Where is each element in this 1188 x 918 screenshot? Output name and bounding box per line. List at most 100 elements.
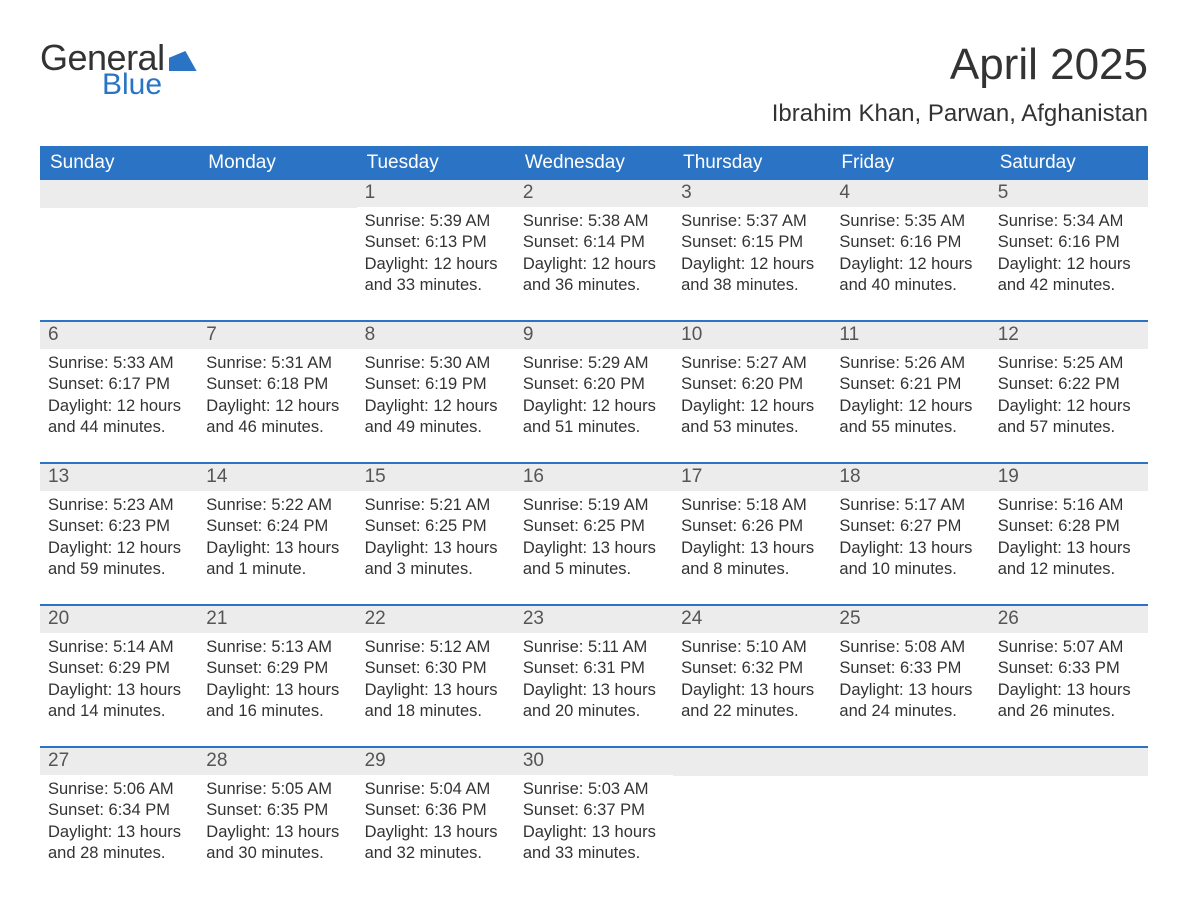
sunrise-value: 5:29 AM xyxy=(588,354,649,372)
day-number: 30 xyxy=(515,748,673,775)
daylight-line: Daylight: 12 hours and 53 minutes. xyxy=(681,396,823,439)
day-cell: 13Sunrise: 5:23 AMSunset: 6:23 PMDayligh… xyxy=(40,464,198,584)
sunset-value: 6:20 PM xyxy=(583,375,644,393)
day-number: 21 xyxy=(198,606,356,633)
sunrise-label: Sunrise: xyxy=(681,354,746,372)
daylight-label: Daylight: xyxy=(365,681,434,699)
sunset-value: 6:34 PM xyxy=(109,801,170,819)
sunset-value: 6:36 PM xyxy=(425,801,486,819)
sunrise-line: Sunrise: 5:22 AM xyxy=(206,495,348,516)
sunset-line: Sunset: 6:27 PM xyxy=(839,516,981,537)
daylight-label: Daylight: xyxy=(365,823,434,841)
sunset-line: Sunset: 6:18 PM xyxy=(206,374,348,395)
sunset-label: Sunset: xyxy=(998,375,1059,393)
sunset-label: Sunset: xyxy=(523,233,584,251)
daylight-label: Daylight: xyxy=(206,397,275,415)
day-body: Sunrise: 5:38 AMSunset: 6:14 PMDaylight:… xyxy=(515,207,673,297)
day-cell: 28Sunrise: 5:05 AMSunset: 6:35 PMDayligh… xyxy=(198,748,356,868)
sunrise-value: 5:04 AM xyxy=(430,780,491,798)
sunset-value: 6:37 PM xyxy=(583,801,644,819)
sunrise-line: Sunrise: 5:34 AM xyxy=(998,211,1140,232)
sunset-value: 6:17 PM xyxy=(109,375,170,393)
sunset-value: 6:28 PM xyxy=(1058,517,1119,535)
sunrise-line: Sunrise: 5:07 AM xyxy=(998,637,1140,658)
sunrise-label: Sunrise: xyxy=(839,354,904,372)
daylight-line: Daylight: 13 hours and 18 minutes. xyxy=(365,680,507,723)
sunrise-line: Sunrise: 5:19 AM xyxy=(523,495,665,516)
sunset-line: Sunset: 6:28 PM xyxy=(998,516,1140,537)
dow-wednesday: Wednesday xyxy=(515,146,673,180)
logo-word-blue: Blue xyxy=(102,70,165,100)
day-cell xyxy=(831,748,989,868)
sunrise-line: Sunrise: 5:26 AM xyxy=(839,353,981,374)
daylight-line: Daylight: 12 hours and 55 minutes. xyxy=(839,396,981,439)
day-number: 10 xyxy=(673,322,831,349)
day-number: 8 xyxy=(357,322,515,349)
sunset-label: Sunset: xyxy=(365,375,426,393)
sunrise-line: Sunrise: 5:08 AM xyxy=(839,637,981,658)
sunset-label: Sunset: xyxy=(839,233,900,251)
day-body: Sunrise: 5:12 AMSunset: 6:30 PMDaylight:… xyxy=(357,633,515,723)
day-cell: 16Sunrise: 5:19 AMSunset: 6:25 PMDayligh… xyxy=(515,464,673,584)
sunset-line: Sunset: 6:26 PM xyxy=(681,516,823,537)
day-body: Sunrise: 5:19 AMSunset: 6:25 PMDaylight:… xyxy=(515,491,673,581)
sunset-value: 6:33 PM xyxy=(900,659,961,677)
daylight-line: Daylight: 12 hours and 57 minutes. xyxy=(998,396,1140,439)
day-body: Sunrise: 5:16 AMSunset: 6:28 PMDaylight:… xyxy=(990,491,1148,581)
daylight-line: Daylight: 13 hours and 12 minutes. xyxy=(998,538,1140,581)
sunset-label: Sunset: xyxy=(48,517,109,535)
day-cell xyxy=(40,180,198,300)
sunrise-value: 5:11 AM xyxy=(588,638,647,656)
sunset-label: Sunset: xyxy=(48,801,109,819)
sunrise-value: 5:21 AM xyxy=(430,496,491,514)
day-number: 12 xyxy=(990,322,1148,349)
sunrise-label: Sunrise: xyxy=(206,638,271,656)
day-number xyxy=(673,748,831,776)
sunrise-value: 5:34 AM xyxy=(1063,212,1124,230)
sunset-line: Sunset: 6:17 PM xyxy=(48,374,190,395)
sunrise-value: 5:13 AM xyxy=(271,638,332,656)
sunrise-label: Sunrise: xyxy=(523,638,588,656)
sunset-line: Sunset: 6:20 PM xyxy=(681,374,823,395)
day-number: 29 xyxy=(357,748,515,775)
daylight-line: Daylight: 13 hours and 32 minutes. xyxy=(365,822,507,865)
sunrise-label: Sunrise: xyxy=(681,212,746,230)
sunrise-line: Sunrise: 5:21 AM xyxy=(365,495,507,516)
sunset-value: 6:33 PM xyxy=(1058,659,1119,677)
sunset-label: Sunset: xyxy=(48,375,109,393)
day-body: Sunrise: 5:07 AMSunset: 6:33 PMDaylight:… xyxy=(990,633,1148,723)
sunset-label: Sunset: xyxy=(206,801,267,819)
day-number: 7 xyxy=(198,322,356,349)
week-row: 1Sunrise: 5:39 AMSunset: 6:13 PMDaylight… xyxy=(40,180,1148,300)
day-cell: 20Sunrise: 5:14 AMSunset: 6:29 PMDayligh… xyxy=(40,606,198,726)
day-body: Sunrise: 5:10 AMSunset: 6:32 PMDaylight:… xyxy=(673,633,831,723)
sunrise-line: Sunrise: 5:17 AM xyxy=(839,495,981,516)
daylight-label: Daylight: xyxy=(681,397,750,415)
logo-text: General Blue xyxy=(40,40,165,100)
sunrise-label: Sunrise: xyxy=(48,496,113,514)
sunset-value: 6:29 PM xyxy=(267,659,328,677)
sunrise-value: 5:22 AM xyxy=(271,496,332,514)
daylight-label: Daylight: xyxy=(48,823,117,841)
daylight-label: Daylight: xyxy=(998,255,1067,273)
day-number: 26 xyxy=(990,606,1148,633)
sunset-label: Sunset: xyxy=(523,517,584,535)
day-body: Sunrise: 5:26 AMSunset: 6:21 PMDaylight:… xyxy=(831,349,989,439)
sunrise-value: 5:16 AM xyxy=(1063,496,1124,514)
sunrise-line: Sunrise: 5:14 AM xyxy=(48,637,190,658)
sunrise-label: Sunrise: xyxy=(998,354,1063,372)
day-cell: 19Sunrise: 5:16 AMSunset: 6:28 PMDayligh… xyxy=(990,464,1148,584)
sunset-value: 6:30 PM xyxy=(425,659,486,677)
sunset-value: 6:32 PM xyxy=(742,659,803,677)
sunset-value: 6:19 PM xyxy=(425,375,486,393)
day-number: 18 xyxy=(831,464,989,491)
sunrise-line: Sunrise: 5:10 AM xyxy=(681,637,823,658)
sunset-value: 6:16 PM xyxy=(900,233,961,251)
daylight-line: Daylight: 13 hours and 1 minute. xyxy=(206,538,348,581)
sunrise-label: Sunrise: xyxy=(206,496,271,514)
sunrise-value: 5:23 AM xyxy=(113,496,174,514)
daylight-line: Daylight: 13 hours and 33 minutes. xyxy=(523,822,665,865)
day-cell: 1Sunrise: 5:39 AMSunset: 6:13 PMDaylight… xyxy=(357,180,515,300)
daylight-label: Daylight: xyxy=(839,397,908,415)
sunrise-line: Sunrise: 5:29 AM xyxy=(523,353,665,374)
